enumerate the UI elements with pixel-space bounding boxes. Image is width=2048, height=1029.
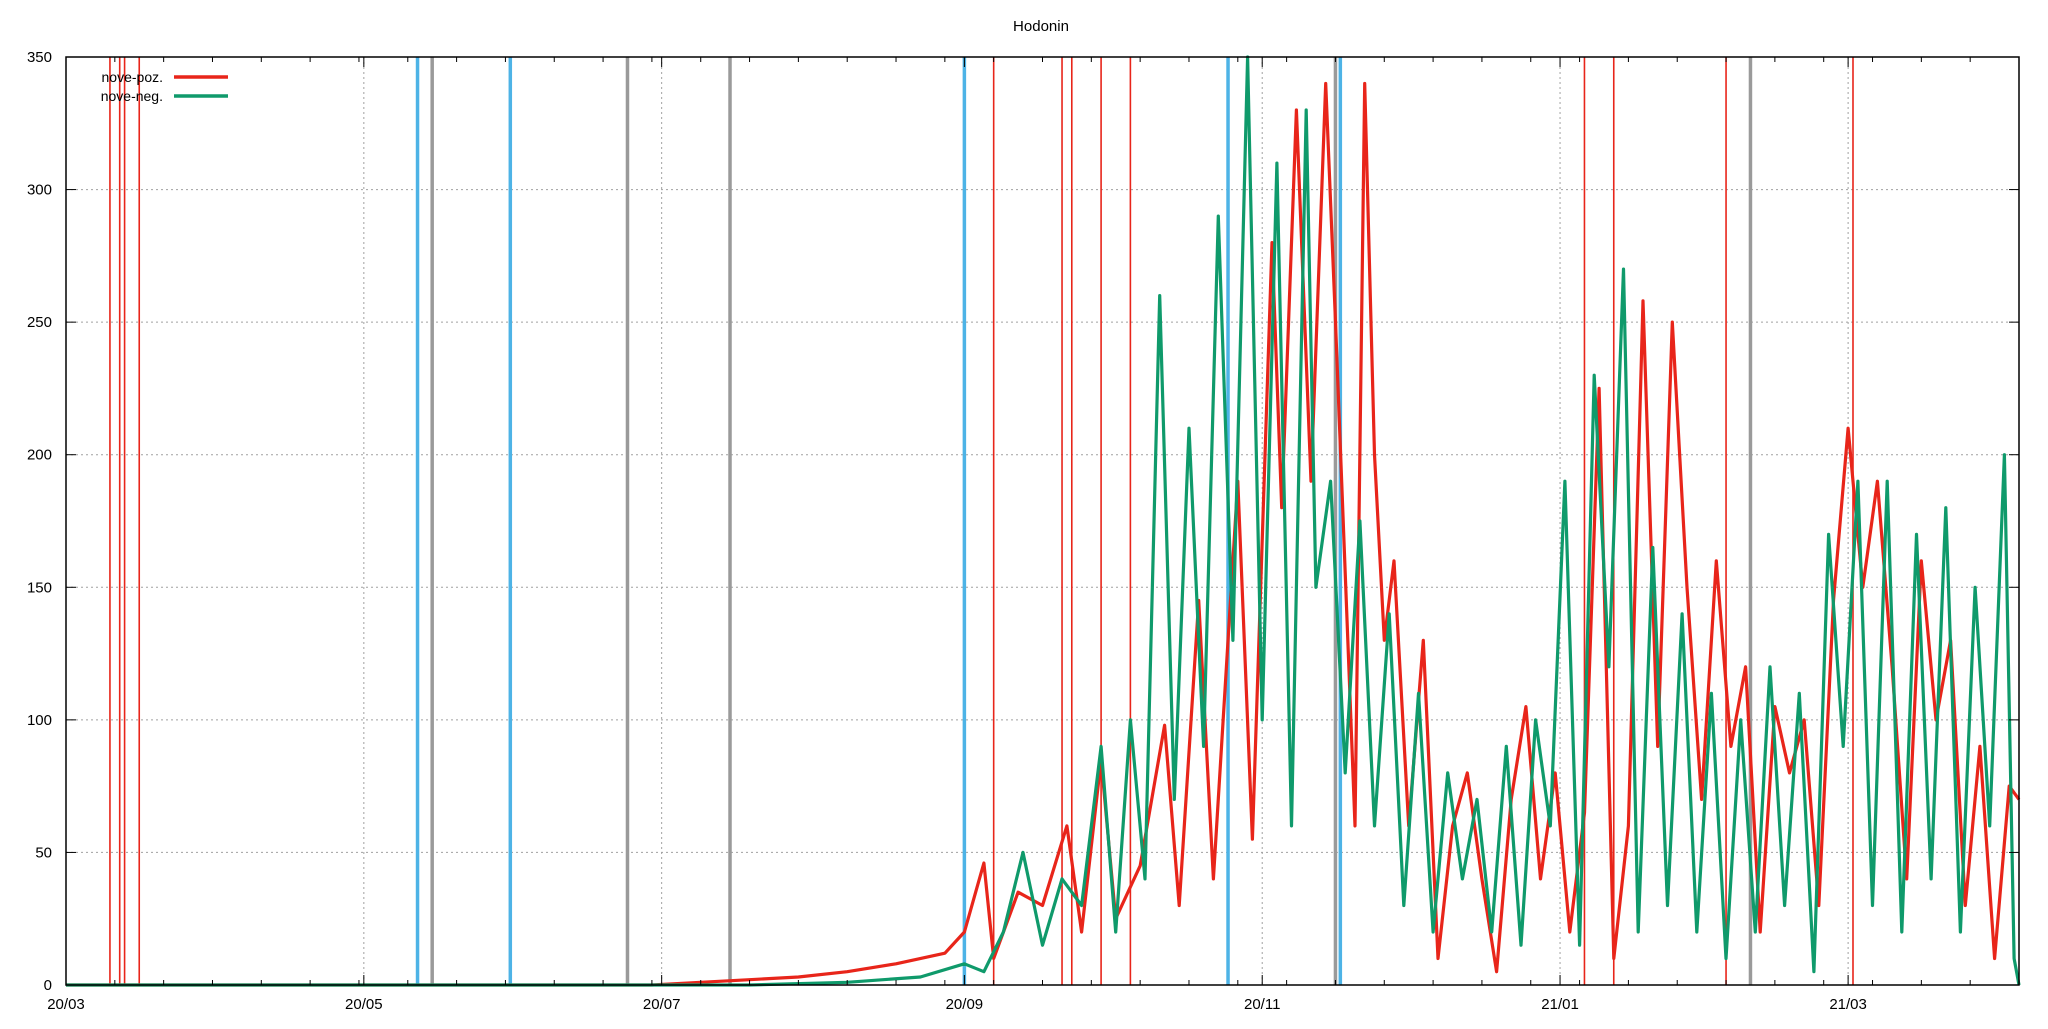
x-tick-label: 20/03: [47, 996, 85, 1013]
legend-label: nove-poz.: [102, 69, 163, 85]
series-layer: [66, 55, 2021, 987]
legend: nove-poz. nove-neg.: [101, 69, 228, 104]
y-tick-label: 0: [44, 977, 52, 994]
y-tick-label: 350: [27, 49, 52, 66]
y-tick-label: 50: [35, 844, 52, 861]
series-line-nove-poz: [66, 81, 2021, 987]
y-tick-label: 250: [27, 314, 52, 331]
y-tick-label: 150: [27, 579, 52, 596]
x-tick-label: 21/01: [1541, 996, 1579, 1013]
legend-label: nove-neg.: [101, 88, 163, 104]
plot-frame: [65, 56, 2020, 986]
y-tick-label: 200: [27, 447, 52, 464]
x-tick-label: 21/03: [1829, 996, 1867, 1013]
grid-layer: [66, 57, 2019, 985]
x-tick-label: 20/11: [1244, 996, 1280, 1013]
vertical-markers-layer: [109, 57, 1854, 985]
y-tick-label: 100: [27, 712, 52, 729]
y-tick-label: 300: [27, 182, 52, 199]
series-line-nove-neg: [66, 55, 2021, 987]
x-tick-label: 20/05: [345, 996, 383, 1013]
chart-title: Hodonin: [1013, 18, 1069, 35]
x-tick-label: 20/07: [643, 996, 681, 1013]
x-tick-label: 20/09: [946, 996, 984, 1013]
axis-layer: 0 50 100 150 200 250 300 350 20/03 20/05 20/07 20/0…: [27, 49, 2020, 1013]
